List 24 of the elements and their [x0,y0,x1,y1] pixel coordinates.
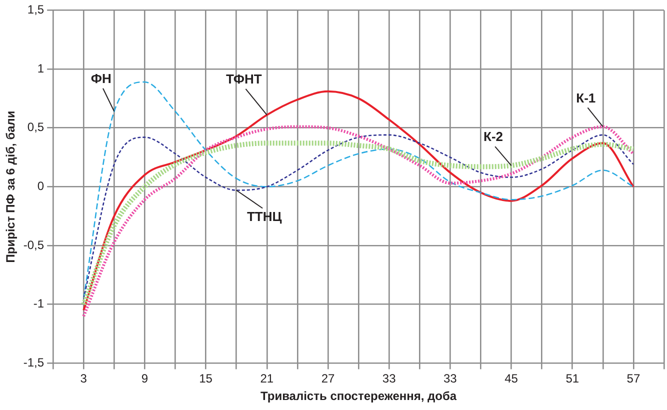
x-tick-label: 45 [504,372,518,386]
x-tick-label: 15 [199,372,213,386]
y-tick-label: -0,5 [23,238,44,252]
y-tick-label: -1,5 [23,356,44,370]
x-tick-label: 27 [321,372,335,386]
y-tick-label: -1 [33,296,44,311]
x-tick-label: 57 [626,372,640,386]
text: ТФНТ [226,72,262,86]
x-tick-label: 3 [80,372,88,386]
x-tick-label: 33 [382,372,396,386]
x-tick-label: 33 [444,372,458,386]
x-axis-title: Тривалість спостереження, доба [260,389,457,404]
x-tick-label: 21 [260,372,274,386]
x-tick-label: 9 [141,372,148,386]
y-tick-label: 1,5 [27,2,44,17]
y-tick-label: 0 [37,179,44,194]
y-tick-label: 0,5 [27,120,44,134]
series-label: ТТНЦ [246,208,282,224]
y-axis-title: Приріст ПФ за 6 діб, бали [4,110,18,263]
y-tick-label: 1 [37,61,44,76]
series-label: ФН [90,70,112,86]
series-label: К-1 [576,90,596,106]
x-tick-label: 51 [566,372,580,386]
series-label: К-2 [484,129,504,144]
